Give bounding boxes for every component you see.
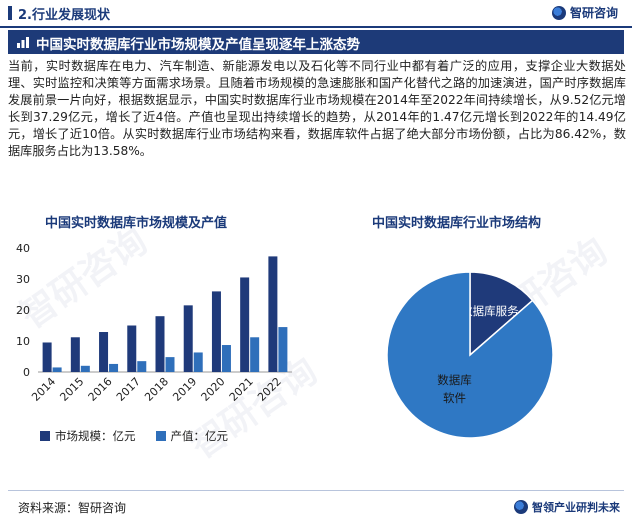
bar-market-size (42, 342, 52, 372)
legend-swatch-market-size (40, 431, 50, 441)
headline-bar: 中国实时数据库行业市场规模及产值呈现逐年上涨态势 (8, 30, 624, 54)
chart-icon (17, 37, 29, 48)
pie-slice-software (386, 271, 554, 439)
x-tick-label: 2017 (114, 375, 143, 404)
bar-market-size (155, 316, 165, 372)
footer-logo-icon (514, 500, 528, 514)
y-tick-label: 20 (16, 304, 30, 317)
bar-output (52, 367, 62, 372)
x-tick-label: 2014 (29, 375, 58, 404)
legend-item-output: 产值：亿元 (155, 428, 229, 444)
bar-output (109, 363, 119, 372)
pie-chart-title: 中国实时数据库行业市场结构 (372, 216, 542, 231)
bar-output (80, 365, 90, 372)
x-tick-label: 2018 (142, 375, 171, 404)
top-bar: 2.行业发展现状 智研咨询 (0, 0, 632, 28)
bar-output (250, 337, 260, 372)
legend-label-output: 产值：亿元 (170, 429, 229, 443)
x-tick-label: 2020 (199, 375, 228, 404)
footer-slogan: 智领产业研判未来 (532, 501, 620, 514)
pie-label-software: 软件 (443, 391, 466, 405)
bar-output (193, 352, 203, 372)
y-tick-label: 0 (23, 366, 30, 379)
brand-logo-icon (551, 5, 566, 20)
y-tick-label: 40 (16, 242, 30, 255)
x-tick-label: 2022 (255, 375, 284, 404)
legend-label-market-size: 市场规模：亿元 (55, 429, 136, 443)
footer-brand: 智领产业研判未来 (514, 499, 620, 515)
legend-swatch-output (155, 431, 166, 441)
bar-market-size (70, 337, 80, 372)
pie-label-software: 数据库 (437, 373, 472, 387)
x-tick-label: 2015 (57, 375, 86, 404)
bar-chart-title: 中国实时数据库市场规模及产值 (45, 216, 228, 231)
brand: 智研咨询 (551, 4, 618, 21)
bar-market-size (240, 277, 250, 372)
y-tick-label: 10 (16, 335, 30, 348)
source-text: 资料来源：智研咨询 (18, 501, 127, 515)
section-title: 2.行业发展现状 (18, 8, 110, 23)
bar-market-size (211, 291, 221, 372)
legend-item-market-size: 市场规模：亿元 (40, 428, 136, 444)
y-tick-label: 30 (16, 273, 30, 286)
brand-name: 智研咨询 (569, 6, 618, 20)
x-tick-label: 2019 (170, 375, 199, 404)
pie-label-service: 数据库服务 (461, 304, 519, 318)
headline-text: 中国实时数据库行业市场规模及产值呈现逐年上涨态势 (36, 37, 360, 53)
bar-output (137, 361, 147, 372)
bar-market-size (183, 305, 193, 372)
bar-output (221, 345, 231, 372)
x-tick-label: 2021 (227, 375, 256, 404)
bar-legend: 市场规模：亿元 产值：亿元 (40, 428, 228, 444)
footer-divider (8, 490, 624, 491)
bar-market-size (268, 256, 278, 372)
bar-output (278, 327, 288, 372)
footer: 资料来源：智研咨询 智领产业研判未来 (0, 490, 632, 523)
x-tick-label: 2016 (86, 375, 115, 404)
intro-paragraph: 当前，实时数据库在电力、汽车制造、新能源发电以及石化等不同行业中都有着广泛的应用… (8, 59, 626, 158)
pie-slice-service (469, 271, 534, 357)
section-accent (8, 6, 12, 20)
bar-market-size (127, 325, 137, 372)
bar-output (165, 357, 175, 372)
bar-market-size (99, 332, 109, 372)
